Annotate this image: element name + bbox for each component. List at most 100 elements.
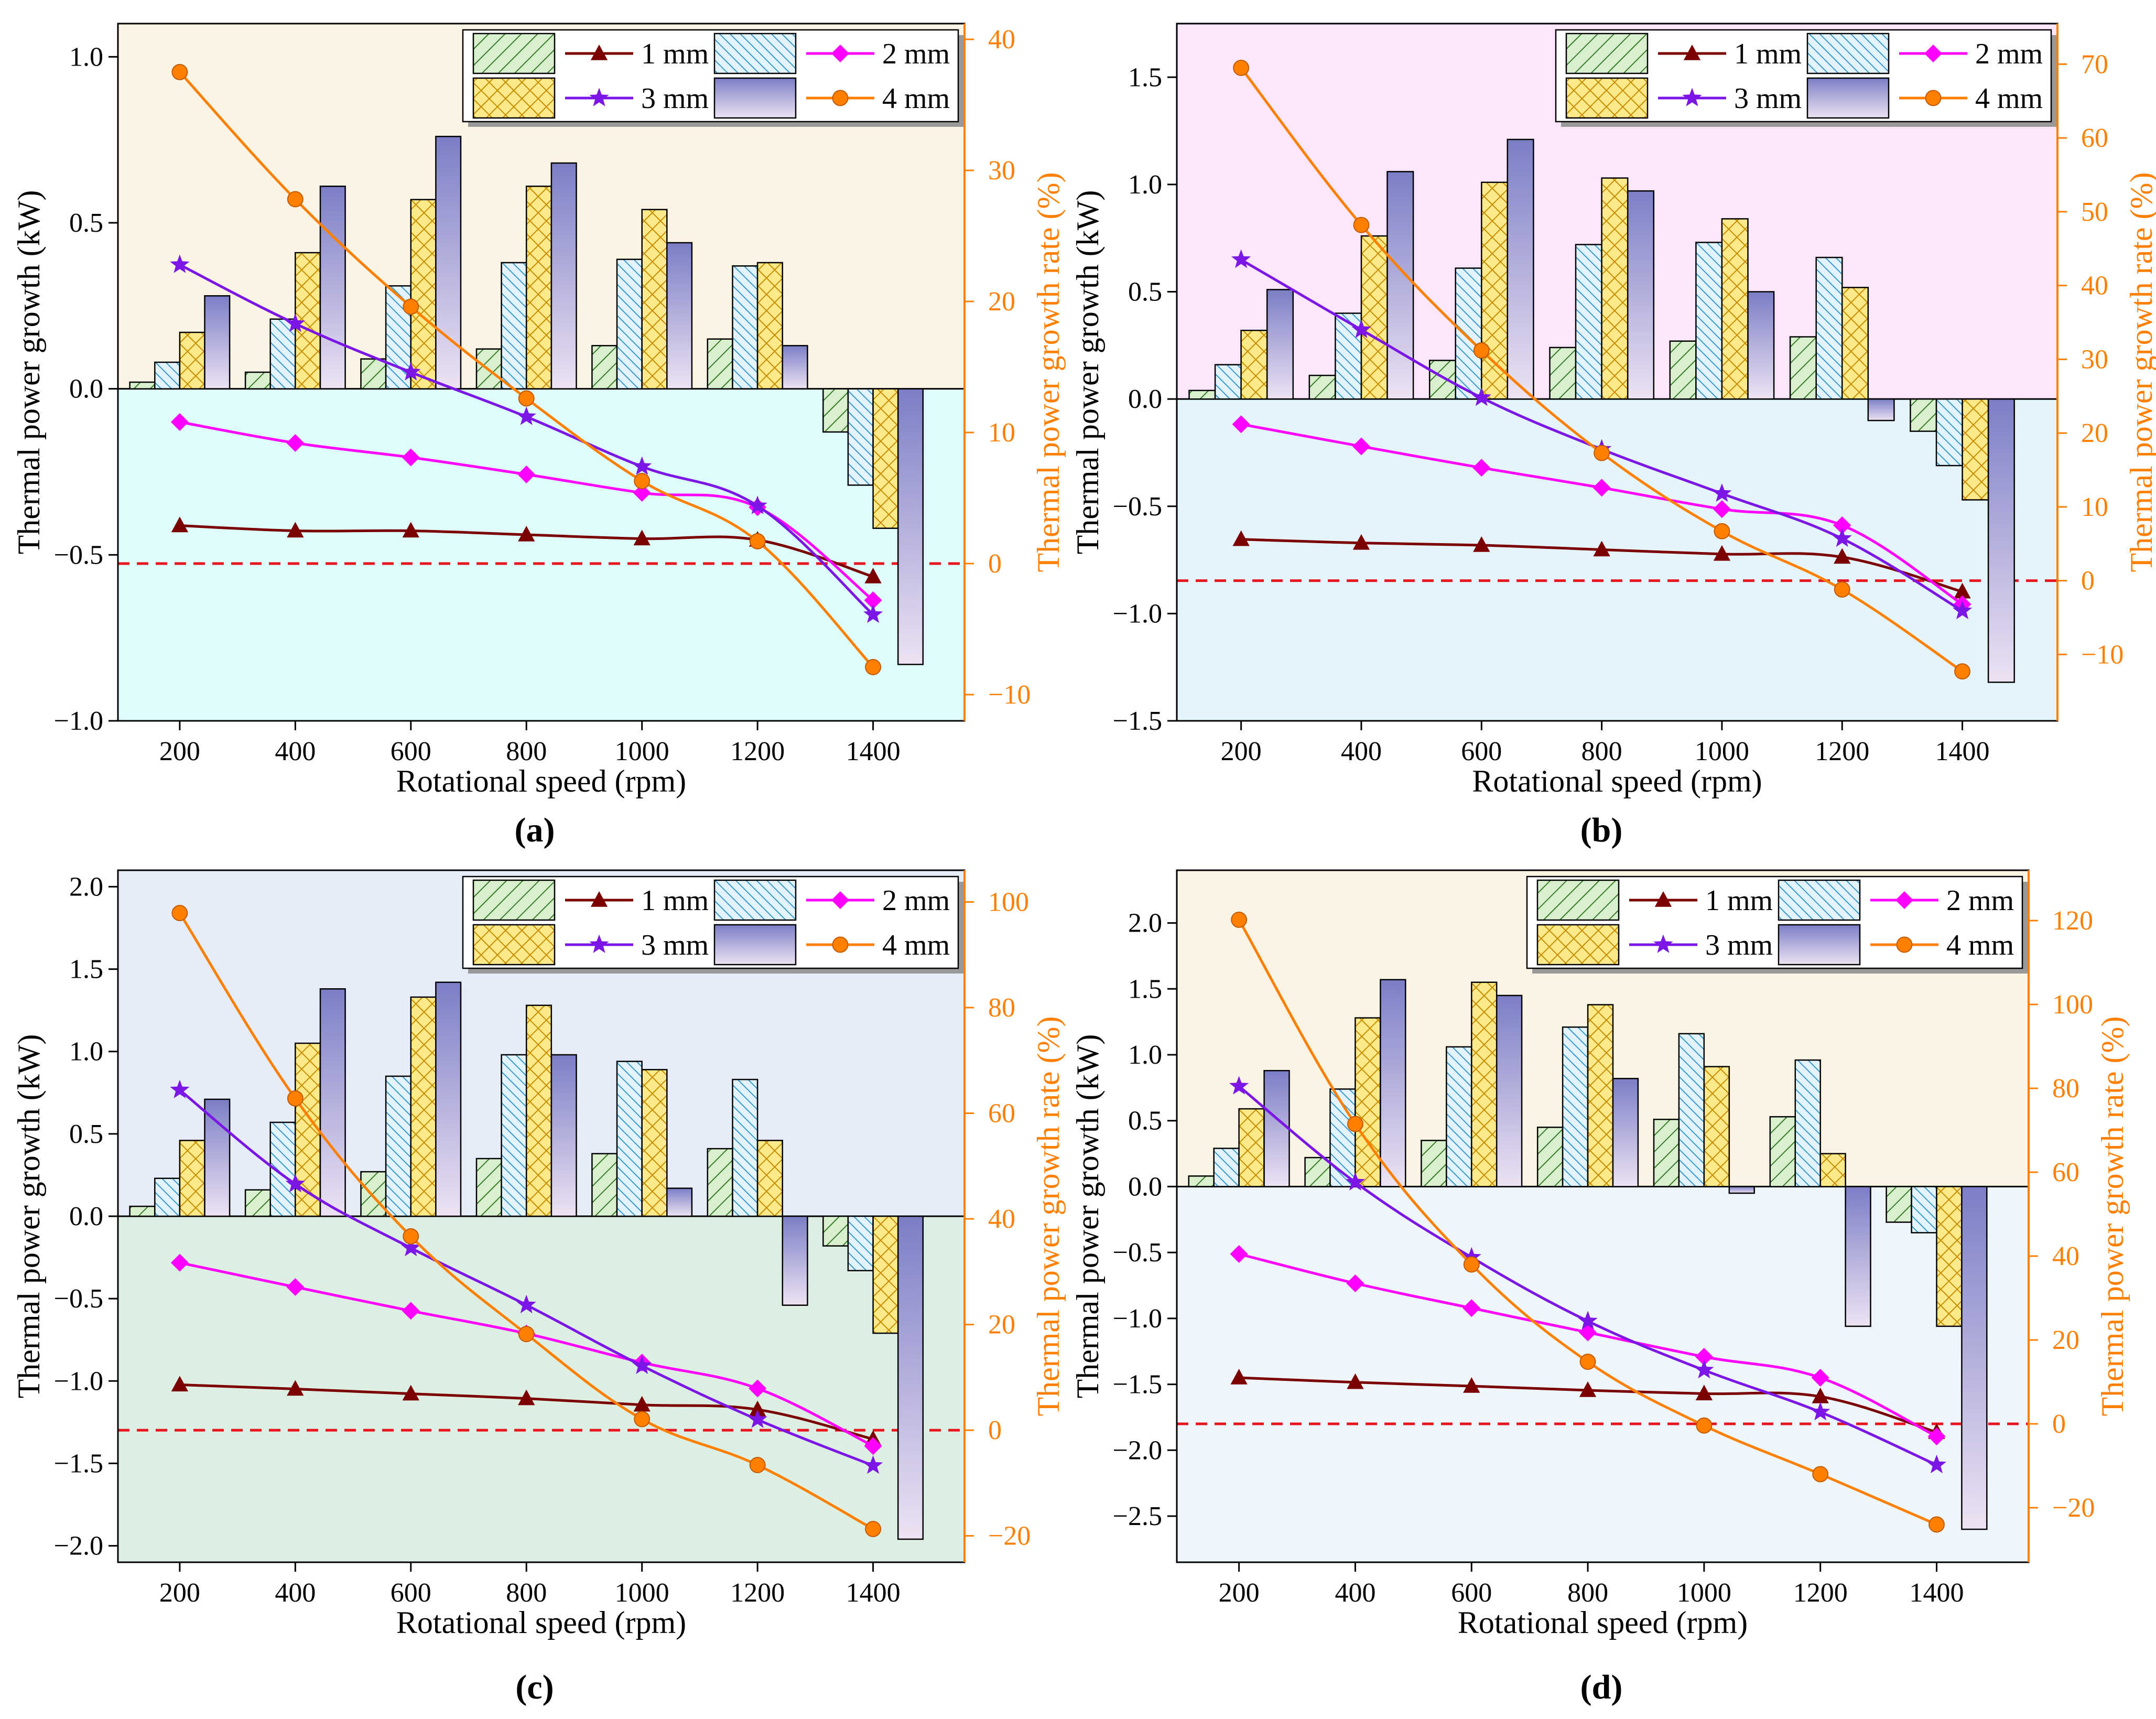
legend-bar-swatch-2mm — [1806, 33, 1890, 74]
point-4mm-1200 — [749, 1457, 766, 1474]
bar-3mm-1400 — [1962, 398, 1989, 501]
bar-2mm-600 — [385, 1075, 411, 1217]
legend-bar-swatch-1mm — [472, 33, 556, 74]
y2-tick-label: −20 — [988, 1521, 1031, 1551]
point-1mm-1400 — [864, 568, 882, 583]
bar-4mm-800 — [550, 162, 577, 390]
point-1mm-1000 — [1695, 1385, 1713, 1401]
legend-bar-swatch-3mm — [472, 924, 556, 966]
y-tick-label: −1.0 — [54, 1366, 103, 1396]
bar-3mm-1200 — [1841, 287, 1869, 400]
point-1mm-1200 — [1812, 1388, 1829, 1403]
bar-4mm-200 — [1263, 1069, 1290, 1187]
legend-label: 2 mm — [1975, 38, 2043, 70]
bar-2mm-200 — [154, 361, 181, 390]
y2-tick-label: 120 — [2052, 906, 2093, 936]
legend-marker-star — [1682, 88, 1702, 106]
point-4mm-1000 — [1696, 1417, 1713, 1434]
x-tick-label: 200 — [159, 737, 200, 766]
point-4mm-1000 — [634, 1411, 651, 1428]
bar-1mm-1400 — [1910, 398, 1937, 432]
legend-bar-swatch-1mm — [472, 879, 556, 921]
bar-1mm-400 — [244, 371, 271, 390]
y-axis-title: Thermal power growth (kW) — [12, 190, 46, 555]
y2-tick-label: 0 — [988, 549, 1002, 579]
y2-tick-label: 30 — [2081, 344, 2108, 374]
x-tick-label: 1000 — [615, 1578, 669, 1608]
point-1mm-400 — [287, 1380, 304, 1396]
point-4mm-400 — [287, 191, 304, 208]
bar-1mm-800 — [1536, 1127, 1564, 1187]
legend-marker-triangle — [1654, 891, 1672, 907]
x-tick-label: 1200 — [1815, 737, 1869, 766]
y2-tick-label: 20 — [2081, 418, 2108, 448]
x-tick-label: 1000 — [1677, 1578, 1731, 1608]
legend-label: 4 mm — [882, 929, 950, 961]
point-1mm-600 — [402, 1385, 419, 1401]
point-4mm-200 — [1231, 911, 1248, 928]
bar-4mm-600 — [1496, 994, 1523, 1187]
bar-2mm-800 — [501, 262, 527, 390]
x-axis-title: Rotational speed (rpm) — [1458, 1605, 1748, 1640]
point-3mm-800 — [1578, 1311, 1598, 1329]
point-2mm-1200 — [749, 1379, 767, 1398]
point-4mm-1200 — [1812, 1466, 1829, 1483]
bar-4mm-1400 — [897, 1215, 924, 1540]
point-4mm-1400 — [865, 1521, 882, 1537]
bar-2mm-800 — [501, 1054, 527, 1217]
bar-3mm-600 — [410, 199, 437, 390]
point-1mm-600 — [1473, 536, 1490, 552]
bar-4mm-200 — [204, 295, 231, 390]
point-4mm-400 — [1353, 217, 1370, 233]
point-2mm-200 — [170, 1253, 189, 1272]
point-1mm-1000 — [633, 1396, 651, 1412]
bar-1mm-1000 — [591, 345, 618, 390]
y-tick-label: 1.0 — [1128, 1040, 1162, 1070]
y-tick-label: 2.0 — [1128, 909, 1162, 938]
y2-tick-label: 40 — [988, 25, 1015, 55]
bar-1mm-200 — [129, 381, 156, 390]
chart-panel-c: −2.0 −1.5 −1.0 −0.5 0.0 0.5 1.0 1.5 2.0 −20 0 20 40 6… — [12, 869, 1066, 1706]
point-3mm-600 — [401, 362, 421, 381]
bar-4mm-1400 — [1961, 1186, 1988, 1530]
panel-label: (c) — [515, 1668, 554, 1706]
x-tick-label: 400 — [275, 1578, 316, 1608]
x-tick-label: 800 — [1567, 1578, 1608, 1608]
point-2mm-400 — [286, 434, 305, 452]
y2-axis-title: Thermal power growth rate (%) — [1031, 1016, 1066, 1416]
point-1mm-1000 — [633, 529, 651, 546]
x-tick-label: 800 — [1581, 737, 1622, 766]
point-3mm-1000 — [632, 1355, 652, 1374]
chart-panel-b: −1.5 −1.0 −0.5 0.0 0.5 1.0 1.5 −10 0 10 20 30 40 50 60… — [1070, 23, 2156, 849]
point-2mm-400 — [1352, 437, 1370, 456]
y2-tick-label: 0 — [2052, 1409, 2066, 1439]
x-tick-label: 400 — [275, 737, 316, 766]
point-4mm-1000 — [1714, 523, 1730, 539]
legend-label: 1 mm — [641, 884, 709, 917]
bar-4mm-1000 — [666, 1187, 693, 1217]
point-3mm-1200 — [747, 1409, 767, 1428]
x-tick-label: 600 — [1451, 1578, 1492, 1608]
legend-bar-swatch-2mm — [713, 33, 797, 74]
bar-3mm-1400 — [872, 1215, 899, 1334]
y-tick-label: 1.0 — [1128, 170, 1162, 200]
bar-4mm-400 — [1386, 171, 1414, 400]
y2-tick-label: 80 — [2052, 1074, 2079, 1104]
x-tick-label: 600 — [391, 737, 431, 766]
point-1mm-600 — [1463, 1377, 1480, 1393]
y-axis-title: Thermal power growth (kW) — [1070, 1034, 1105, 1399]
x-tick-label: 1200 — [730, 1578, 785, 1608]
legend-bar-swatch-1mm — [1565, 33, 1649, 74]
x-tick-label: 200 — [1219, 1578, 1260, 1608]
bar-3mm-1200 — [1819, 1153, 1846, 1187]
point-2mm-200 — [170, 413, 189, 431]
bar-1mm-1000 — [1653, 1118, 1680, 1187]
point-4mm-600 — [403, 298, 419, 315]
bar-3mm-1400 — [872, 388, 899, 529]
y2-tick-label: 60 — [2081, 123, 2108, 153]
bar-2mm-800 — [1575, 244, 1602, 400]
point-1mm-400 — [287, 522, 304, 538]
bar-4mm-600 — [435, 136, 462, 390]
x-tick-label: 1400 — [846, 737, 901, 766]
point-3mm-1000 — [632, 456, 652, 475]
